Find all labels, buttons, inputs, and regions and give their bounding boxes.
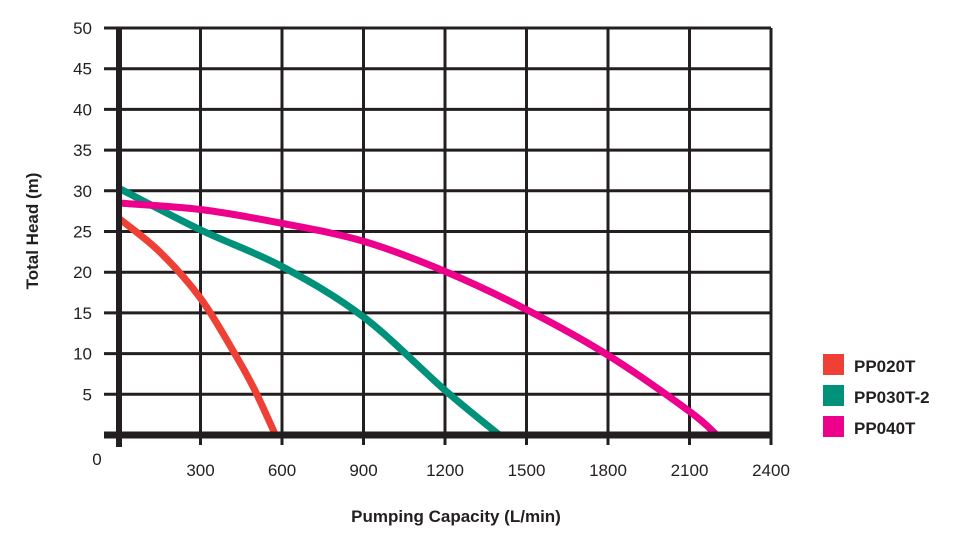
legend-label: PP030T-2: [854, 388, 930, 407]
y-tick-label: 10: [73, 345, 92, 364]
axes: [104, 28, 771, 447]
series-line-pp030t-2: [117, 185, 502, 438]
y-tick-label: 50: [73, 19, 92, 38]
y-axis-title: Total Head (m): [23, 173, 42, 290]
legend: PP020T PP030T-2 PP040T: [823, 354, 930, 438]
x-axis-title: Pumping Capacity (L/min): [351, 507, 561, 526]
y-tick-label: 15: [73, 304, 92, 323]
x-tick-label: 1800: [589, 461, 627, 480]
tick-labels: 5 10 15 20 25 30 35 40 45 50 0 300 600 900 1200 1500 180…: [73, 19, 790, 480]
curves: [116, 185, 720, 438]
legend-label: PP040T: [854, 419, 916, 438]
grid: [104, 26, 773, 445]
y-tick-label: 35: [73, 141, 92, 160]
y-tick-label: 5: [83, 385, 92, 404]
x-tick-label: 1200: [426, 461, 464, 480]
series-line-pp040t: [118, 199, 720, 438]
y-tick-label: 20: [73, 263, 92, 282]
x-tick-label: 2400: [752, 461, 790, 480]
series-line-pp020t: [116, 215, 279, 437]
legend-swatch: [823, 385, 844, 406]
legend-label: PP020T: [854, 357, 916, 376]
x-tick-label: 600: [268, 461, 296, 480]
legend-swatch: [823, 354, 844, 375]
y-tick-label: 45: [73, 60, 92, 79]
x-tick-label: 300: [186, 461, 214, 480]
x-tick-label: 900: [349, 461, 377, 480]
y-tick-label: 25: [73, 223, 92, 242]
y-tick-label: 30: [73, 182, 92, 201]
y-tick-label: 40: [73, 100, 92, 119]
x-tick-label: 0: [92, 450, 101, 469]
x-tick-label: 1500: [508, 461, 546, 480]
legend-swatch: [823, 416, 844, 437]
x-tick-label: 2100: [671, 461, 709, 480]
